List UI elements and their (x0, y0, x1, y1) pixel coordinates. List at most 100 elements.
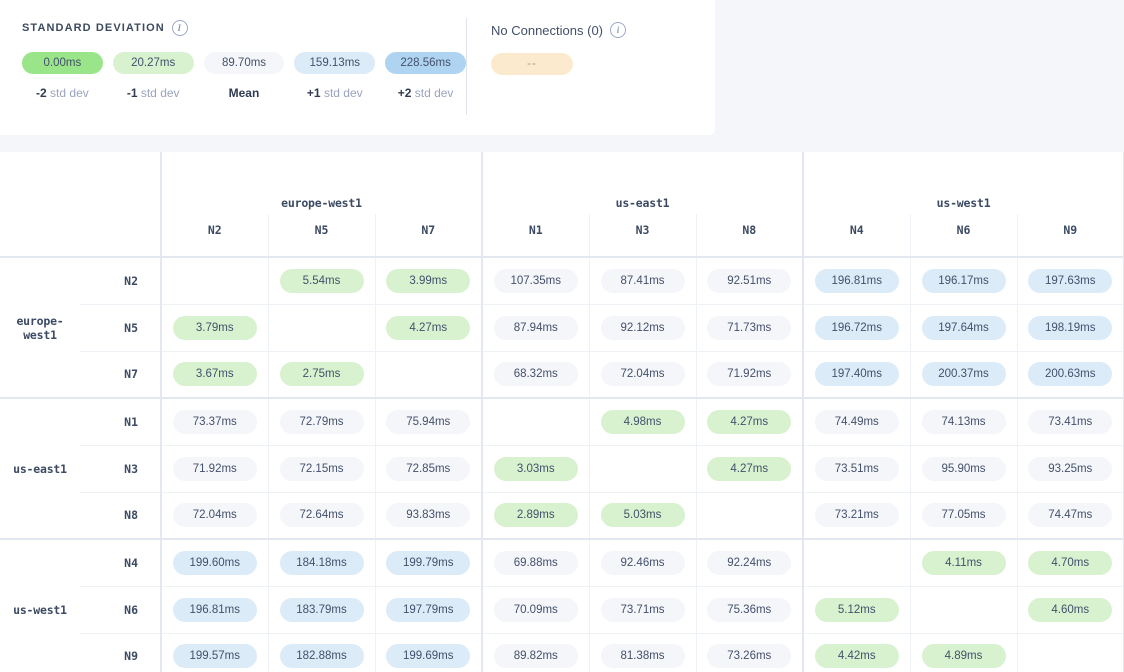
latency-pill[interactable]: 89.82ms (493, 644, 578, 669)
matrix-cell: 5.54ms (268, 257, 376, 305)
latency-pill[interactable]: 4.27ms (707, 409, 792, 434)
latency-pill[interactable]: 72.15ms (279, 456, 364, 481)
latency-pill[interactable]: 73.51ms (814, 456, 899, 481)
matrix-cell: 73.21ms (803, 492, 911, 540)
standard-deviation-title: STANDARD DEVIATION i (22, 20, 466, 36)
latency-pill[interactable]: 4.60ms (1028, 597, 1113, 622)
latency-pill[interactable]: 5.12ms (814, 597, 899, 622)
matrix-cell: 70.09ms (482, 586, 590, 634)
latency-pill[interactable]: 196.81ms (814, 268, 899, 293)
latency-pill[interactable]: 73.71ms (600, 597, 685, 622)
latency-pill[interactable]: 2.89ms (493, 503, 578, 528)
latency-pill[interactable]: 196.17ms (921, 268, 1006, 293)
latency-pill[interactable]: 69.88ms (493, 550, 578, 575)
latency-pill[interactable]: 4.11ms (921, 550, 1006, 575)
latency-pill[interactable]: 197.64ms (921, 315, 1006, 340)
latency-pill[interactable]: 72.04ms (172, 503, 257, 528)
latency-pill[interactable]: 73.21ms (814, 503, 899, 528)
latency-pill[interactable]: 71.92ms (707, 362, 792, 387)
latency-pill[interactable]: 73.41ms (1028, 409, 1113, 434)
latency-pill[interactable]: 4.98ms (600, 409, 685, 434)
matrix-cell: 93.83ms (375, 492, 483, 540)
latency-pill[interactable]: 71.92ms (172, 456, 257, 481)
latency-pill[interactable]: 81.38ms (600, 644, 685, 669)
latency-pill[interactable]: 71.73ms (707, 315, 792, 340)
latency-pill[interactable]: 198.19ms (1028, 315, 1113, 340)
latency-pill[interactable]: 3.99ms (386, 268, 471, 293)
table-row: us-west1 N4 199.60ms 184.18ms 199.79ms 69.88m… (0, 538, 1124, 672)
matrix-cell: 73.71ms (589, 586, 697, 634)
matrix-cell: 2.89ms (482, 492, 590, 540)
latency-pill[interactable]: 92.24ms (707, 550, 792, 575)
matrix-row-header-N6: N6 (80, 586, 162, 634)
latency-pill[interactable]: 4.27ms (707, 456, 792, 481)
latency-pill[interactable]: 200.63ms (1028, 362, 1113, 387)
std-dev-pill-mean: 89.70ms (203, 52, 285, 74)
matrix-column-header-N9: N9 (1017, 214, 1124, 258)
latency-pill[interactable]: 5.54ms (279, 268, 364, 293)
latency-pill[interactable]: 93.25ms (1028, 456, 1113, 481)
latency-pill[interactable]: 197.63ms (1028, 268, 1113, 293)
latency-pill[interactable]: 3.03ms (493, 456, 578, 481)
latency-pill[interactable]: 200.37ms (921, 362, 1006, 387)
latency-pill[interactable]: 107.35ms (493, 268, 578, 293)
latency-pill[interactable]: 72.79ms (279, 409, 364, 434)
latency-pill[interactable]: 3.79ms (172, 315, 257, 340)
latency-pill[interactable]: 2.75ms (279, 362, 364, 387)
latency-pill[interactable]: 196.72ms (814, 315, 899, 340)
matrix-row-group-europe-west1: europe-west1 (0, 257, 80, 399)
latency-pill[interactable]: 4.89ms (921, 644, 1006, 669)
latency-pill[interactable]: 184.18ms (279, 550, 364, 575)
matrix-cell: 184.18ms (268, 538, 376, 587)
latency-pill[interactable]: 4.42ms (814, 644, 899, 669)
latency-pill[interactable]: 70.09ms (493, 597, 578, 622)
latency-pill[interactable]: 68.32ms (493, 362, 578, 387)
matrix-cell: 71.73ms (696, 304, 805, 352)
matrix-column-group-us-west1: us-west1 (803, 152, 1124, 214)
latency-pill[interactable]: 87.94ms (493, 315, 578, 340)
matrix-cell: 107.35ms (482, 257, 590, 305)
latency-pill[interactable]: 74.47ms (1028, 503, 1113, 528)
matrix-cell: 74.47ms (1017, 492, 1124, 540)
std-dev-label-plus1: +1 std dev (306, 86, 363, 100)
latency-pill[interactable]: 77.05ms (921, 503, 1006, 528)
latency-pill[interactable]: 72.04ms (600, 362, 685, 387)
latency-pill[interactable]: 75.94ms (386, 409, 471, 434)
matrix-cell: 198.19ms (1017, 304, 1124, 352)
matrix-cell: 4.42ms (803, 633, 911, 672)
latency-pill[interactable]: 95.90ms (921, 456, 1006, 481)
matrix-cell (161, 257, 269, 305)
latency-pill[interactable]: 92.46ms (600, 550, 685, 575)
latency-pill[interactable]: 92.12ms (600, 315, 685, 340)
latency-pill[interactable]: 72.64ms (279, 503, 364, 528)
latency-pill[interactable]: 75.36ms (707, 597, 792, 622)
matrix-cell: 200.37ms (910, 351, 1018, 399)
latency-pill[interactable]: 199.60ms (172, 550, 257, 575)
info-icon[interactable]: i (610, 22, 626, 38)
latency-pill[interactable]: 3.67ms (172, 362, 257, 387)
latency-pill[interactable]: 199.69ms (386, 644, 471, 669)
latency-pill[interactable]: 93.83ms (386, 503, 471, 528)
matrix-cell: 71.92ms (696, 351, 805, 399)
latency-pill[interactable]: 72.85ms (386, 456, 471, 481)
latency-pill[interactable]: 74.49ms (814, 409, 899, 434)
latency-pill[interactable]: 197.79ms (386, 597, 471, 622)
matrix-column-header-N7: N7 (375, 214, 483, 258)
latency-pill[interactable]: 92.51ms (707, 268, 792, 293)
latency-pill[interactable]: 87.41ms (600, 268, 685, 293)
latency-pill[interactable]: 196.81ms (172, 597, 257, 622)
latency-pill[interactable]: 73.37ms (172, 409, 257, 434)
latency-pill[interactable]: 183.79ms (279, 597, 364, 622)
latency-pill[interactable]: 199.57ms (172, 644, 257, 669)
latency-pill[interactable]: 199.79ms (386, 550, 471, 575)
latency-pill[interactable]: 4.70ms (1028, 550, 1113, 575)
info-icon[interactable]: i (171, 20, 188, 36)
matrix-cell: 87.94ms (482, 304, 590, 352)
latency-pill[interactable]: 4.27ms (386, 315, 471, 340)
matrix-cell: 72.79ms (268, 397, 376, 446)
latency-pill[interactable]: 73.26ms (707, 644, 792, 669)
latency-pill[interactable]: 5.03ms (600, 503, 685, 528)
latency-pill[interactable]: 74.13ms (921, 409, 1006, 434)
latency-pill[interactable]: 182.88ms (279, 644, 364, 669)
latency-pill[interactable]: 197.40ms (814, 362, 899, 387)
